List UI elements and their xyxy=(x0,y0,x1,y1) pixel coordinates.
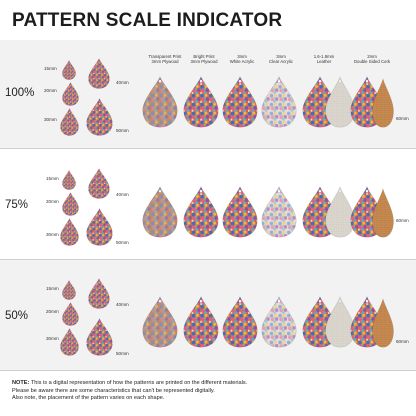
column-header-leather: 1.6-1.8mm Leather xyxy=(313,54,335,65)
size-label: 40mm xyxy=(116,302,129,307)
size-sample-drop xyxy=(62,301,79,326)
column-header-white-acrylic: 3mm White Acrylic xyxy=(229,54,255,65)
size-sample-drop xyxy=(88,57,110,89)
size-label: 40mm xyxy=(116,80,129,85)
disclaimer-note: NOTE: This is a digital representation o… xyxy=(12,380,248,402)
size-sample-drop xyxy=(88,167,110,199)
row-divider xyxy=(0,370,416,371)
size-label: 40mm xyxy=(116,192,129,197)
swatch-white-acrylic xyxy=(222,75,258,128)
size-sample-drop xyxy=(62,59,76,80)
swatch-clear-acrylic xyxy=(261,75,297,128)
swatch-bright-plywood xyxy=(183,295,219,348)
row-divider xyxy=(0,148,416,149)
swatch-white-acrylic xyxy=(222,185,258,238)
size-sample-drop xyxy=(60,107,79,136)
size-label: 15mm xyxy=(46,286,59,291)
size-label: 30mm xyxy=(46,232,59,237)
size-sample-drop xyxy=(86,207,113,246)
swatch-cork-back xyxy=(372,77,394,128)
column-header-cork: 2mm Double Sided Cork xyxy=(353,54,391,65)
swatch-clear-acrylic xyxy=(261,185,297,238)
swatch-transparent-plywood xyxy=(142,185,178,238)
scale-label-50: 50% xyxy=(5,310,29,322)
size-label: 30mm xyxy=(46,336,59,341)
size-label: 20mm xyxy=(46,199,59,204)
column-header-clear-acrylic: 3mm Clear Acrylic xyxy=(269,54,293,65)
size-sample-drop xyxy=(86,97,113,136)
size-label: 20mm xyxy=(44,88,57,93)
size-sample-drop xyxy=(62,81,79,106)
size-label: 60mm xyxy=(396,116,409,121)
size-label: 60mm xyxy=(396,218,409,223)
size-label: 30mm xyxy=(44,117,57,122)
size-label: 50mm xyxy=(116,351,129,356)
size-label: 50mm xyxy=(116,240,129,245)
page-title: PATTERN SCALE INDICATOR xyxy=(12,10,283,31)
swatch-bright-plywood xyxy=(183,75,219,128)
swatch-leather-back xyxy=(325,295,355,348)
size-sample-drop xyxy=(62,169,76,190)
scale-label-100: 100% xyxy=(5,87,35,99)
size-label: 50mm xyxy=(116,128,129,133)
size-label: 15mm xyxy=(44,66,57,71)
size-sample-drop xyxy=(62,279,76,300)
column-header-transparent-plywood: Transparent Print 3mm Plywood xyxy=(148,54,182,65)
size-sample-drop xyxy=(86,317,113,356)
swatch-clear-acrylic xyxy=(261,295,297,348)
size-label: 20mm xyxy=(46,309,59,314)
scale-label-75: 75% xyxy=(5,199,29,211)
column-header-bright-plywood: Bright Print 3mm Plywood xyxy=(190,54,218,65)
swatch-leather-back xyxy=(325,75,355,128)
size-sample-drop xyxy=(62,191,79,216)
swatch-leather-back xyxy=(325,185,355,238)
swatch-white-acrylic xyxy=(222,295,258,348)
swatch-transparent-plywood xyxy=(142,295,178,348)
size-sample-drop xyxy=(60,217,79,246)
swatch-bright-plywood xyxy=(183,185,219,238)
swatch-cork-back xyxy=(372,187,394,238)
size-sample-drop xyxy=(88,277,110,309)
size-sample-drop xyxy=(60,327,79,356)
row-divider xyxy=(0,259,416,260)
swatch-transparent-plywood xyxy=(142,75,178,128)
size-label: 15mm xyxy=(46,176,59,181)
size-label: 60mm xyxy=(396,339,409,344)
swatch-cork-back xyxy=(372,297,394,348)
